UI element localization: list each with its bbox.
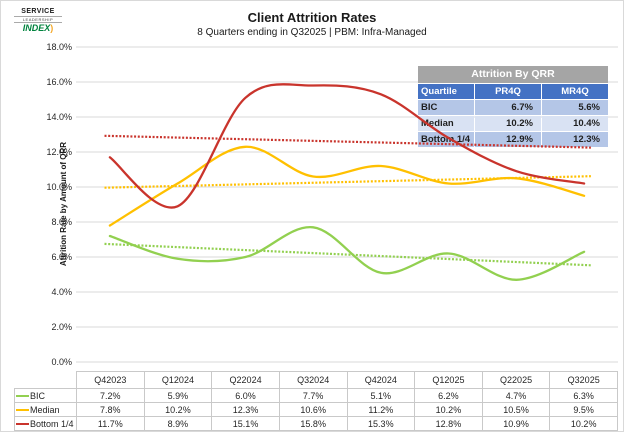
median-q42023-value: 7.8% bbox=[76, 402, 145, 417]
qrr-bottom-label: Bottom 1/4 bbox=[418, 132, 474, 147]
qrr-median-pr4q-value: 10.2% bbox=[475, 116, 541, 131]
quarter-header-q32025: Q32025 bbox=[549, 371, 618, 389]
qrr-bottom-mr4q-value: 12.3% bbox=[542, 132, 608, 147]
page-subtitle: 8 Quarters ending in Q32025 | PBM: Infra… bbox=[197, 27, 427, 38]
qrr-bottom-pr4q-value: 12.9% bbox=[475, 132, 541, 147]
qrr-bic-label: BIC bbox=[418, 100, 474, 115]
qrr-row-median: Median 10.2% 10.4% bbox=[418, 116, 608, 131]
median-q22025-value: 10.5% bbox=[481, 402, 551, 417]
qrr-table-title: Attrition By QRR bbox=[418, 66, 608, 83]
bic-q22024-value: 6.0% bbox=[211, 388, 280, 403]
legend-label-bic: BIC bbox=[30, 390, 46, 401]
median-q12025-value: 10.2% bbox=[414, 402, 483, 417]
logo-text-index: INDEX) bbox=[22, 23, 54, 33]
y-tick-label: 18.0% bbox=[46, 42, 72, 52]
qrr-col-quartile: Quartile bbox=[418, 84, 474, 99]
y-tick-label: 2.0% bbox=[51, 322, 72, 332]
table-row-bottom-1-4: Bottom 1/4 11.7% 8.9% 15.1% 15.8% 15.3% 12.8% 1… bbox=[14, 416, 618, 431]
bic-q32024-value: 7.7% bbox=[278, 388, 348, 403]
y-tick-label: 4.0% bbox=[51, 287, 72, 297]
qrr-bic-pr4q-value: 6.7% bbox=[475, 100, 541, 115]
table-corner-cell bbox=[14, 371, 77, 389]
y-tick-label: 8.0% bbox=[51, 217, 72, 227]
bottom-1-4-q32024-value: 15.8% bbox=[278, 416, 348, 431]
logo-text-leadership: LEADERSHIP bbox=[14, 16, 62, 23]
bic-q42024-value: 5.1% bbox=[346, 388, 416, 403]
qrr-header-row: Quartile PR4Q MR4Q bbox=[418, 84, 608, 99]
quarter-header-q12025: Q12025 bbox=[414, 371, 483, 389]
page-title: Client Attrition Rates bbox=[247, 10, 377, 25]
median-q42024-value: 11.2% bbox=[346, 402, 416, 417]
legend-swatch-median bbox=[16, 408, 29, 411]
median-q22024-value: 12.3% bbox=[211, 402, 280, 417]
bic-q12025-value: 6.2% bbox=[414, 388, 483, 403]
quarter-header-q12024: Q12024 bbox=[143, 371, 213, 389]
quarter-header-q32024: Q32024 bbox=[278, 371, 348, 389]
qrr-bic-mr4q-value: 5.6% bbox=[542, 100, 608, 115]
quarter-header-row: Q42023 Q12024 Q22024 Q32024 Q42024 Q12025 Q220… bbox=[14, 371, 618, 389]
qrr-row-bottom-quartile: Bottom 1/4 12.9% 12.3% bbox=[418, 132, 608, 147]
y-tick-label: 14.0% bbox=[46, 112, 72, 122]
y-tick-label: 0.0% bbox=[51, 357, 72, 367]
quarter-header-q42023: Q42023 bbox=[76, 371, 145, 389]
qrr-col-mr4q: MR4Q bbox=[542, 84, 608, 99]
legend-item-bic: BIC bbox=[14, 388, 77, 403]
median-q32024-value: 10.6% bbox=[278, 402, 348, 417]
bottom-1-4-q12025-value: 12.8% bbox=[414, 416, 483, 431]
logo-text-service: SERVICE bbox=[21, 8, 55, 15]
bottom-1-4-q22024-value: 15.1% bbox=[211, 416, 280, 431]
y-tick-label: 10.0% bbox=[46, 182, 72, 192]
bic-q22025-value: 4.7% bbox=[481, 388, 551, 403]
qrr-median-label: Median bbox=[418, 116, 474, 131]
legend-swatch-bottom-1-4 bbox=[16, 422, 29, 425]
table-row-bic: BIC 7.2% 5.9% 6.0% 7.7% 5.1% 6.2% 4.7% 6.3% bbox=[14, 388, 618, 403]
legend-swatch-bic bbox=[16, 394, 29, 397]
qrr-median-mr4q-value: 10.4% bbox=[542, 116, 608, 131]
y-tick-label: 16.0% bbox=[46, 77, 72, 87]
bic-q32025-value: 6.3% bbox=[549, 388, 618, 403]
quarterly-data-table: Q42023 Q12024 Q22024 Q32024 Q42024 Q12025 Q220… bbox=[14, 371, 618, 431]
y-tick-label: 12.0% bbox=[46, 147, 72, 157]
legend-label-bottom-1-4: Bottom 1/4 bbox=[30, 418, 74, 429]
attrition-by-qrr-table: Attrition By QRR Quartile PR4Q MR4Q BIC … bbox=[418, 66, 608, 147]
legend-item-median: Median bbox=[14, 402, 77, 417]
bic-q42023-value: 7.2% bbox=[76, 388, 145, 403]
legend-item-bottom-1-4: Bottom 1/4 bbox=[14, 416, 77, 431]
median-q12024-value: 10.2% bbox=[143, 402, 213, 417]
bottom-1-4-q42023-value: 11.7% bbox=[76, 416, 145, 431]
legend-label-median: Median bbox=[30, 404, 60, 415]
median-q32025-value: 9.5% bbox=[549, 402, 618, 417]
bottom-1-4-q22025-value: 10.9% bbox=[481, 416, 551, 431]
qrr-col-pr4q: PR4Q bbox=[475, 84, 541, 99]
y-tick-label: 6.0% bbox=[51, 252, 72, 262]
bottom-1-4-q32025-value: 10.2% bbox=[549, 416, 618, 431]
bic-q12024-value: 5.9% bbox=[143, 388, 213, 403]
qrr-row-bic: BIC 6.7% 5.6% bbox=[418, 100, 608, 115]
table-row-median: Median 7.8% 10.2% 12.3% 10.6% 11.2% 10.2% 10.5%… bbox=[14, 402, 618, 417]
service-leadership-index-logo: SERVICE LEADERSHIP INDEX) bbox=[14, 8, 62, 34]
bottom-1-4-q12024-value: 8.9% bbox=[143, 416, 213, 431]
bottom-1-4-q42024-value: 15.3% bbox=[346, 416, 416, 431]
logo-swoosh-icon: ) bbox=[50, 23, 54, 33]
quarter-header-q42024: Q42024 bbox=[346, 371, 416, 389]
quarter-header-q22024: Q22024 bbox=[211, 371, 280, 389]
quarter-header-q22025: Q22025 bbox=[481, 371, 551, 389]
